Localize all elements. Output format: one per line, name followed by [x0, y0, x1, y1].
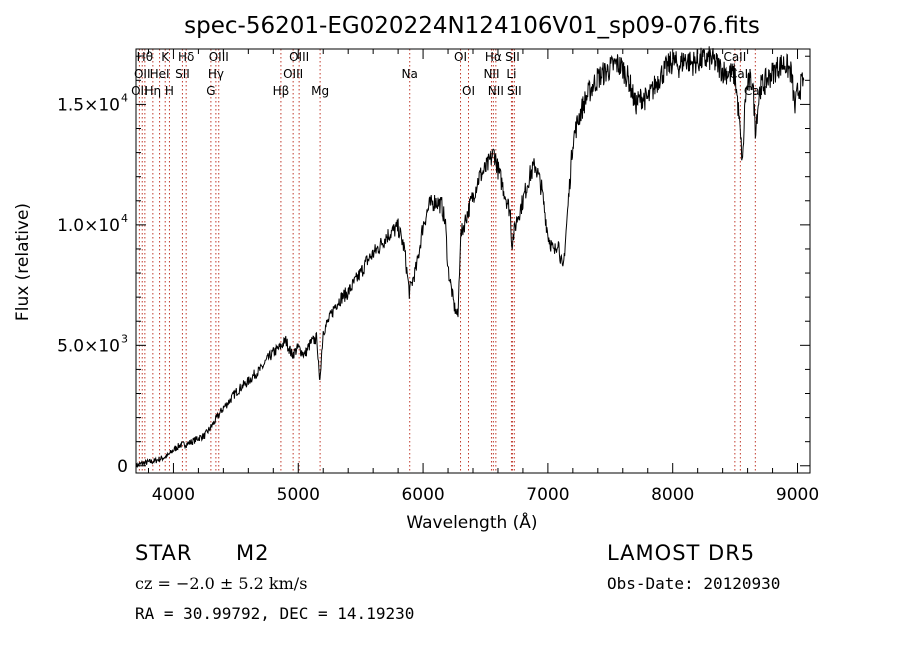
line-label-mg: Mg	[311, 84, 329, 98]
line-label-sii: SII	[175, 67, 190, 81]
redshift-readout: cz = −2.0 ± 5.2 km/s	[135, 574, 308, 593]
spectral-line-markers	[138, 49, 756, 473]
line-label-hβ: Hβ	[273, 84, 290, 98]
y-axis-label: Flux (relative)	[13, 203, 33, 321]
x-tick-label: 9000	[776, 485, 819, 505]
spectrum-series-line	[135, 46, 805, 469]
y-tick-label: 1.0×10	[57, 216, 120, 236]
line-label-nii: NII	[488, 84, 504, 98]
observation-date: Obs-Date: 20120930	[607, 574, 781, 593]
y-tick-label: 0	[117, 457, 128, 477]
line-label-oi: OI	[462, 84, 475, 98]
object-class: STAR	[135, 541, 193, 565]
line-label-hei: HeI	[150, 67, 170, 81]
line-label-na: Na	[402, 67, 418, 81]
line-label-oii: OII	[134, 67, 151, 81]
object-subclass: M2	[236, 541, 270, 565]
line-label-k: K	[161, 50, 170, 64]
coordinates-readout: RA = 30.99792, DEC = 14.19230	[135, 604, 415, 623]
line-label-sii: SII	[505, 50, 520, 64]
x-tick-label: 4000	[152, 485, 195, 505]
line-label-hθ: Hθ	[137, 50, 153, 64]
line-label-oiii: OIII	[289, 50, 309, 64]
line-label-sii: SII	[507, 84, 522, 98]
line-label-caii: CaII	[723, 50, 746, 64]
x-tick-label: 6000	[401, 485, 444, 505]
y-tick-label: 5.0×10	[57, 336, 120, 356]
line-label-li: Li	[506, 67, 516, 81]
line-label-hδ: Hδ	[178, 50, 194, 64]
line-label-g: G	[206, 84, 215, 98]
y-tick-exponent: 4	[121, 212, 128, 225]
line-label-oiii: OIII	[209, 50, 229, 64]
y-tick-label: 1.5×10	[57, 95, 120, 115]
survey-name: LAMOST DR5	[607, 541, 756, 565]
line-label-oi: OI	[454, 50, 467, 64]
line-label-hα: Hα	[485, 50, 502, 64]
line-label-oii: OII	[131, 84, 148, 98]
chart-title: spec-56201-EG020224N124106V01_sp09-076.f…	[184, 13, 760, 39]
line-label-hγ: Hγ	[208, 67, 224, 81]
line-label-hη: Hη	[145, 84, 162, 98]
plot-frame	[135, 48, 811, 474]
y-tick-exponent: 4	[121, 91, 128, 104]
x-axis: 4000 5000 6000 7000 8000 9000	[147, 49, 819, 505]
x-tick-label: 7000	[526, 485, 569, 505]
y-tick-exponent: 3	[121, 332, 128, 345]
line-label-nii: NII	[483, 67, 499, 81]
y-axis: 05.0×10 31.0×10 41.5×10 4	[57, 55, 810, 477]
x-tick-label: 8000	[651, 485, 694, 505]
line-label-h: H	[165, 84, 174, 98]
x-tick-label: 5000	[277, 485, 320, 505]
line-label-oiii: OIII	[283, 67, 303, 81]
x-axis-label: Wavelength (Å)	[406, 511, 537, 533]
